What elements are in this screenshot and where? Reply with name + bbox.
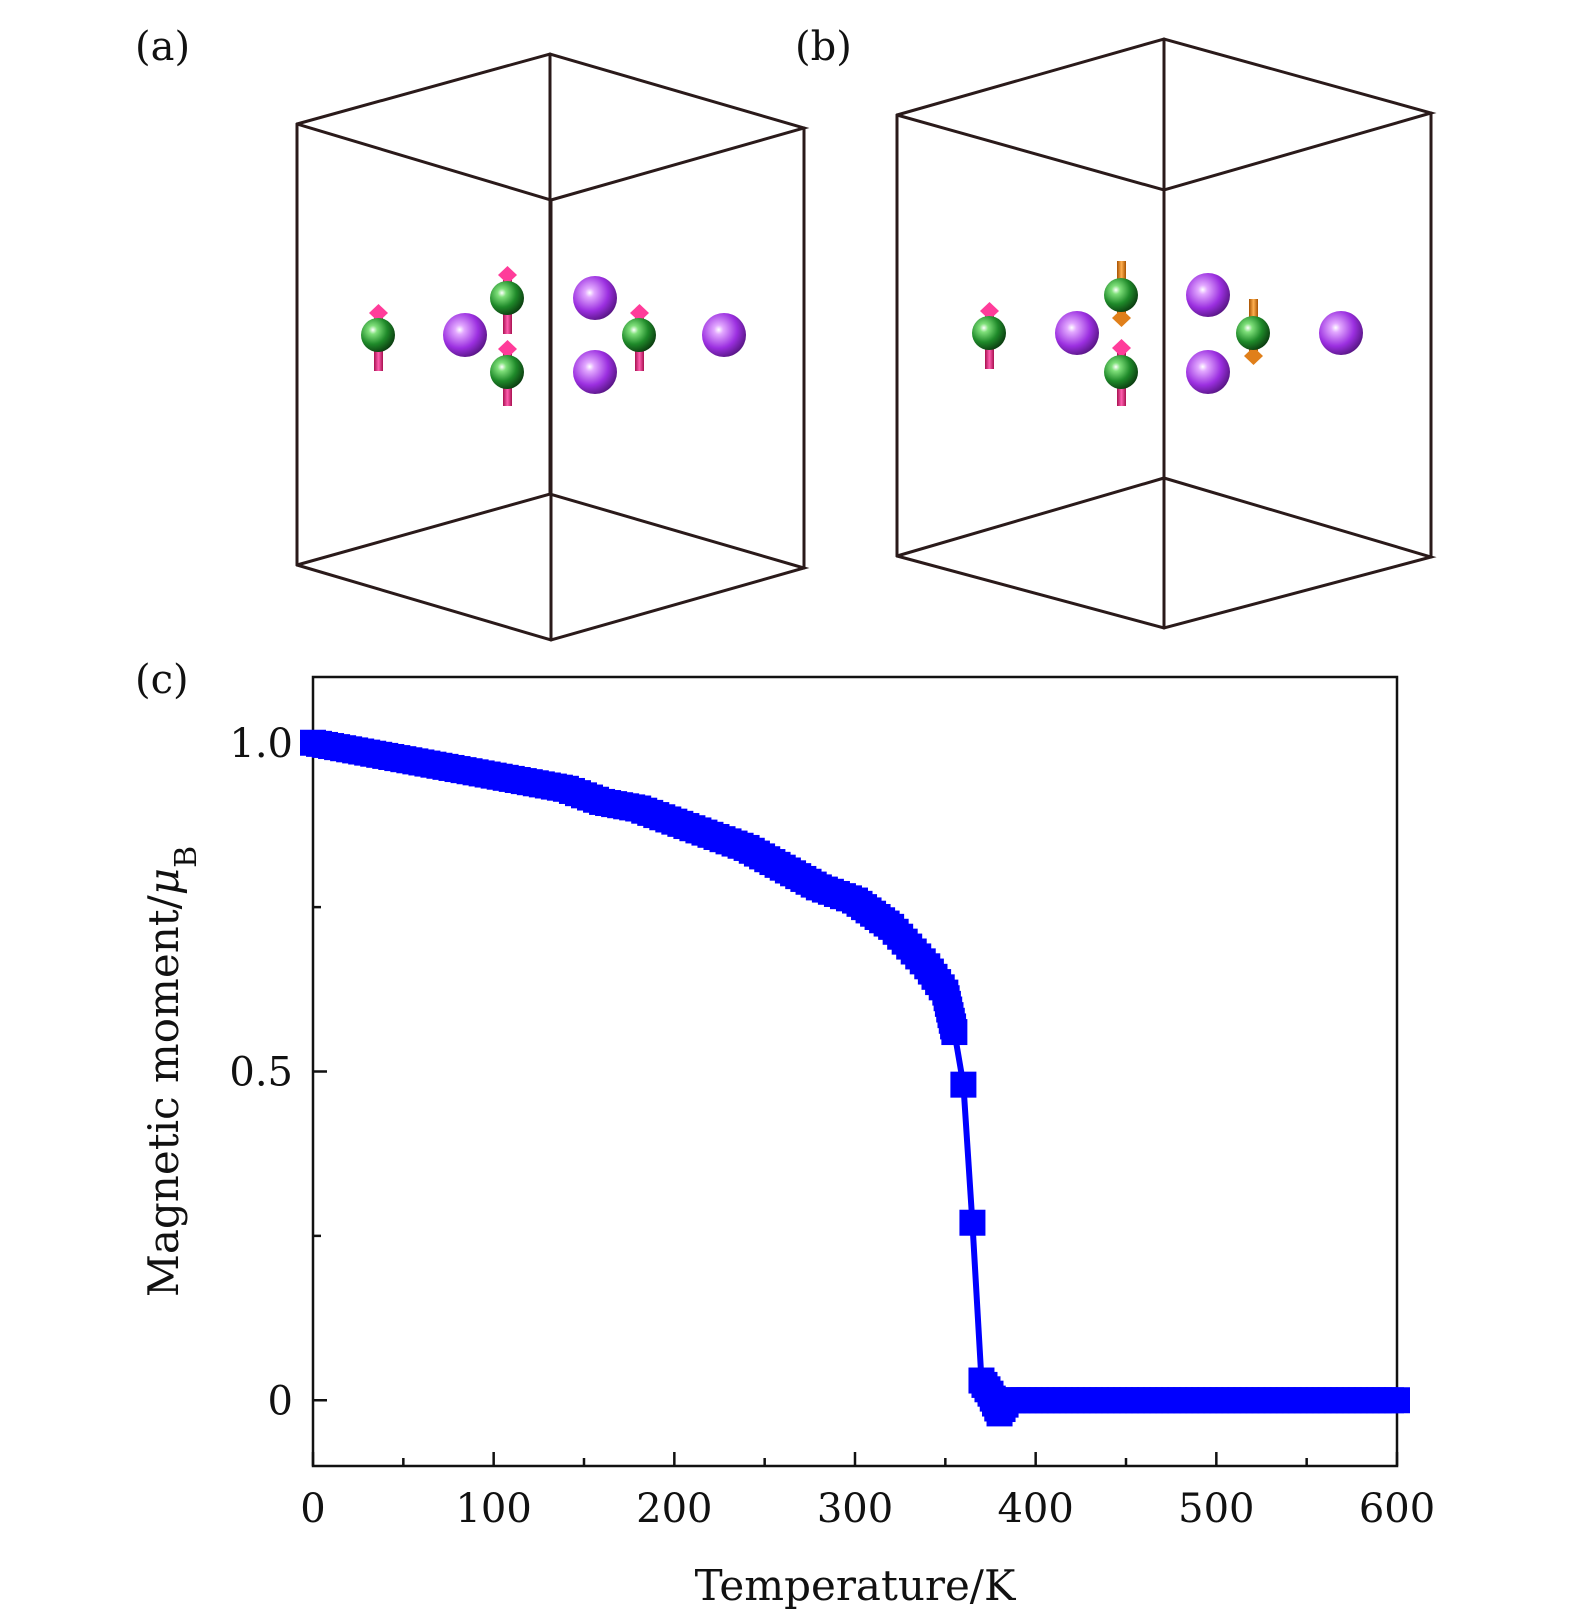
spin-up-icon (490, 340, 524, 406)
x-tick-label: 500 (1178, 1486, 1254, 1532)
purple-atom (573, 276, 617, 320)
y-axis-title-text: Magnetic moment/ (139, 894, 188, 1297)
spin-up-icon (972, 302, 1006, 369)
spin-up-icon (622, 304, 656, 371)
y-tick-label: 0.5 (229, 1050, 293, 1096)
y-tick-label: 1.0 (229, 721, 293, 767)
purple-atom (1055, 311, 1099, 355)
x-tick-label: 100 (455, 1486, 531, 1532)
x-tick-label: 600 (1359, 1486, 1435, 1532)
x-axis-title: Temperature/K (695, 1561, 1017, 1610)
series-line (312, 739, 1397, 1417)
x-tick-label: 300 (817, 1486, 893, 1532)
panel-b: (b) (795, 24, 1437, 630)
y-axis-title: Magnetic moment/μB (139, 846, 204, 1297)
data-point (941, 1019, 968, 1046)
y-axis-title-symbol: μ (139, 868, 188, 895)
plot-frame (311, 675, 1399, 1468)
data-point (950, 1071, 977, 1098)
purple-atom (1186, 350, 1230, 394)
purple-atom (443, 313, 487, 357)
x-tick-label: 200 (636, 1486, 712, 1532)
green-atom (972, 316, 1006, 350)
panel-b-label: (b) (795, 24, 852, 70)
purple-atom (1319, 311, 1363, 355)
purple-atom (702, 313, 746, 357)
x-tick-label: 0 (300, 1486, 325, 1532)
crystal-cell-b (895, 37, 1437, 630)
green-atom (490, 355, 524, 389)
spin-down-icon (1236, 299, 1270, 365)
panel-c: (c) 0 100 200 300 400 500 600 0 0.5 1.0 Temperatu… (135, 657, 1435, 1610)
y-axis-title-subscript: B (169, 846, 204, 868)
panel-c-label: (c) (135, 657, 189, 703)
spin-up-icon (1104, 339, 1138, 406)
data-point (959, 1209, 986, 1236)
axis-tick-labels: 0 100 200 300 400 500 600 0 0.5 1.0 (229, 721, 1435, 1532)
spin-down-icon (1104, 261, 1138, 327)
spin-up-icon (361, 304, 395, 371)
crystal-cell-a (295, 52, 810, 642)
purple-atom (1186, 273, 1230, 317)
green-atom (1236, 316, 1270, 350)
green-atom (490, 281, 524, 315)
y-tick-label: 0 (268, 1378, 293, 1424)
panel-a: (a) (135, 24, 810, 642)
atoms-b (972, 261, 1363, 406)
axis-ticks (311, 741, 1399, 1466)
green-atom (1104, 355, 1138, 389)
green-atom (1104, 278, 1138, 312)
magnetic-moment-chart: 0 100 200 300 400 500 600 0 0.5 1.0 Temperature/K… (139, 675, 1435, 1610)
panel-a-label: (a) (135, 24, 190, 70)
atoms-a (361, 266, 746, 406)
data-point (1384, 1387, 1410, 1414)
purple-atom (573, 350, 617, 394)
data-markers (300, 729, 1410, 1427)
green-atom (622, 318, 656, 352)
spin-up-icon (490, 266, 524, 334)
x-tick-label: 400 (997, 1486, 1073, 1532)
green-atom (361, 318, 395, 352)
